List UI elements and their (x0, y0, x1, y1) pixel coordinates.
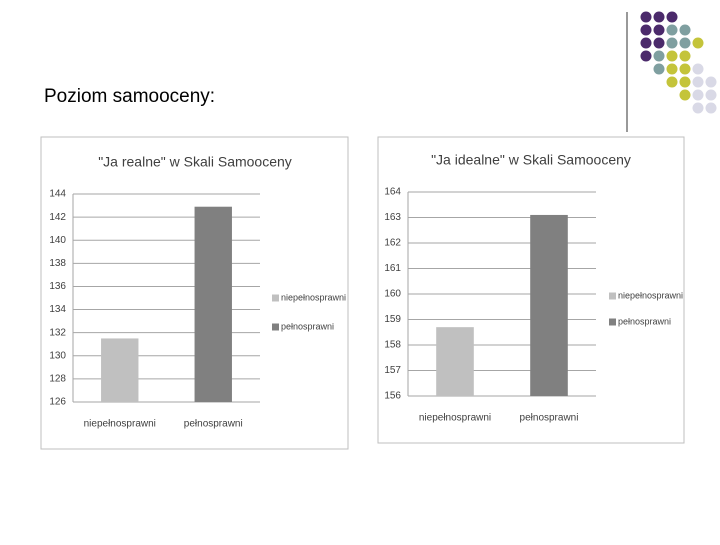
decor-dot (640, 24, 652, 36)
y-tick-label: 158 (384, 340, 401, 351)
slide-title: Poziom samooceny: (44, 86, 215, 107)
y-tick-label: 156 (384, 391, 401, 402)
decor-dot (692, 102, 704, 114)
y-tick-label: 159 (384, 314, 401, 325)
chart-title: "Ja idealne" w Skali Samooceny (431, 152, 631, 168)
decor-dot (679, 37, 691, 49)
y-tick-label: 163 (384, 212, 401, 223)
decor-dot (653, 63, 665, 75)
legend-swatch (272, 323, 279, 331)
legend-label: niepełnosprawni (281, 292, 346, 302)
decor-dot (653, 24, 665, 36)
bar (101, 338, 139, 402)
decor-dot (666, 63, 678, 75)
y-tick-label: 140 (49, 235, 66, 246)
x-tick-label: pełnosprawni (520, 413, 579, 424)
legend-swatch (609, 318, 616, 326)
y-tick-label: 132 (49, 327, 66, 338)
decor-dot (666, 37, 678, 49)
decor-dot (666, 11, 678, 23)
decor-dot (679, 24, 691, 36)
y-tick-label: 134 (49, 304, 66, 315)
decor-dot (679, 89, 691, 101)
legend-swatch (272, 294, 279, 302)
legend-label: pełnosprawni (281, 321, 334, 331)
y-tick-label: 142 (49, 212, 66, 223)
decor-dot (692, 63, 704, 75)
decor-dot (705, 102, 717, 114)
y-tick-label: 164 (384, 187, 401, 198)
y-tick-label: 162 (384, 238, 401, 249)
y-tick-label: 161 (384, 263, 401, 274)
chart-box (40, 136, 349, 450)
chart-title: "Ja realne" w Skali Samooceny (98, 154, 292, 170)
decor-dot (666, 24, 678, 36)
y-tick-label: 138 (49, 258, 66, 269)
decor-dot (705, 89, 717, 101)
decor-dot (679, 50, 691, 62)
x-tick-label: niepełnosprawni (84, 419, 156, 430)
decor-dot (679, 63, 691, 75)
y-tick-label: 157 (384, 365, 401, 376)
bar (436, 327, 474, 396)
decor-dot (679, 76, 691, 88)
decor-dot (705, 76, 717, 88)
decor-dot (653, 11, 665, 23)
decor-dot (692, 89, 704, 101)
legend-label: pełnosprawni (618, 316, 671, 326)
decor-dot (653, 50, 665, 62)
y-tick-label: 144 (49, 189, 66, 200)
decor-dot (640, 11, 652, 23)
decor-dot (640, 50, 652, 62)
y-tick-label: 130 (49, 350, 66, 361)
y-tick-label: 126 (49, 397, 66, 408)
x-tick-label: pełnosprawni (184, 419, 243, 430)
y-tick-label: 160 (384, 289, 401, 300)
decor-dot (653, 37, 665, 49)
decoration (626, 11, 717, 132)
legend-swatch (609, 292, 616, 300)
decor-dot (692, 37, 704, 49)
decor-dot (640, 37, 652, 49)
decor-dot (666, 76, 678, 88)
y-tick-label: 128 (49, 374, 66, 385)
bar (530, 214, 568, 396)
decor-dot (666, 50, 678, 62)
bar (194, 206, 232, 402)
y-tick-label: 136 (49, 281, 66, 292)
decor-dot (692, 76, 704, 88)
legend-label: niepełnosprawni (618, 290, 683, 300)
x-tick-label: niepełnosprawni (419, 413, 491, 424)
